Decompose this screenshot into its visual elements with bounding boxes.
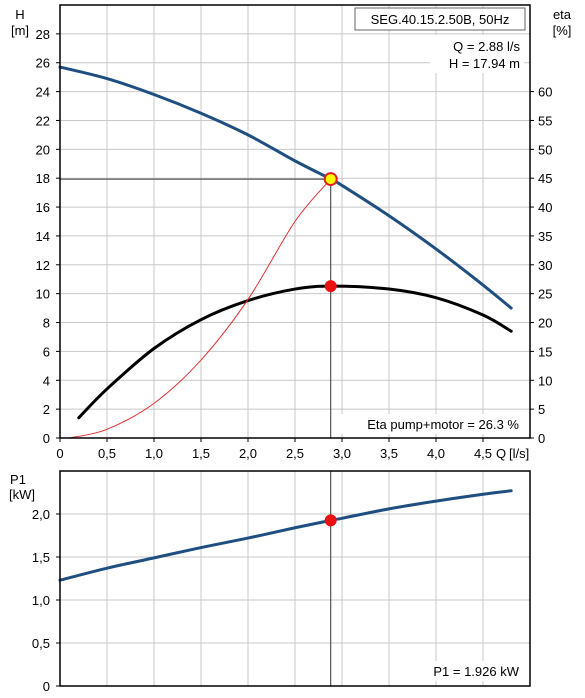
x-tick-label: 2,5 xyxy=(286,446,304,461)
eta-tick-label: 25 xyxy=(538,287,552,302)
p1-tick-label: 1,5 xyxy=(32,550,50,565)
tick-labels: 0 0,5 1,0 1,5 2,0 2,5 3,0 3,5 4,0 4,5024681012141… xyxy=(32,27,553,694)
eta-tick-label: 35 xyxy=(538,229,552,244)
x-tick-label: 0,5 xyxy=(98,446,116,461)
h-tick-label: 10 xyxy=(36,287,50,302)
eta-tick-label: 15 xyxy=(538,344,552,359)
p1-tick-label: 2,0 xyxy=(32,507,50,522)
eta-tick-label: 45 xyxy=(538,171,552,186)
h-tick-label: 8 xyxy=(43,316,50,331)
p1-tick-label: 0 xyxy=(43,679,50,694)
q-axis-unit: [l/s] xyxy=(509,446,529,461)
h-tick-label: 18 xyxy=(36,171,50,186)
h-tick-label: 28 xyxy=(36,27,50,42)
x-tick-label: 1,0 xyxy=(145,446,163,461)
h-tick-label: 14 xyxy=(36,229,50,244)
eta-axis-name: eta xyxy=(553,7,572,22)
x-tick-label: 2,0 xyxy=(239,446,257,461)
h-tick-label: 0 xyxy=(43,431,50,446)
h-tick-label: 6 xyxy=(43,344,50,359)
eta-tick-label: 55 xyxy=(538,113,552,128)
h-axis-name: H xyxy=(15,7,24,22)
eta-tick-label: 0 xyxy=(538,431,545,446)
p1-axis-unit: [kW] xyxy=(9,487,35,502)
h-tick-label: 22 xyxy=(36,113,50,128)
model-label: SEG.40.15.2.50B, 50Hz xyxy=(371,12,510,27)
eta-tick-label: 5 xyxy=(538,402,545,417)
eta-tick-label: 40 xyxy=(538,200,552,215)
x-tick-label: 4,5 xyxy=(474,446,492,461)
h-tick-label: 2 xyxy=(43,402,50,417)
duty-point-marker xyxy=(325,173,337,185)
h-tick-label: 4 xyxy=(43,373,50,388)
p1-tick-label: 0,5 xyxy=(32,636,50,651)
p1-tick-label: 1,0 xyxy=(32,593,50,608)
power-point-marker xyxy=(325,514,337,526)
h-tick-label: 12 xyxy=(36,258,50,273)
h-axis-unit: [m] xyxy=(11,23,29,38)
efficiency-label: Eta pump+motor = 26.3 % xyxy=(367,417,519,432)
grid-lines xyxy=(60,5,530,686)
data-series xyxy=(60,67,511,686)
head-curve xyxy=(60,67,511,308)
eta-axis-unit: [%] xyxy=(553,23,572,38)
p1-axis-name: P1 xyxy=(10,472,26,487)
eta-tick-label: 50 xyxy=(538,142,552,157)
eta-tick-label: 60 xyxy=(538,85,552,100)
power-curve xyxy=(60,491,511,580)
eta-tick-label: 10 xyxy=(538,373,552,388)
x-tick-label: 3,0 xyxy=(333,446,351,461)
x-tick-label: 0 xyxy=(56,446,63,461)
system-curve xyxy=(69,179,330,438)
power-label: P1 = 1.926 kW xyxy=(433,664,519,679)
h-tick-label: 16 xyxy=(36,200,50,215)
x-tick-label: 4,0 xyxy=(427,446,445,461)
q-axis-name: Q xyxy=(496,446,506,461)
x-tick-label: 1,5 xyxy=(192,446,210,461)
x-tick-label: 3,5 xyxy=(380,446,398,461)
efficiency-point-marker xyxy=(325,280,337,292)
h-tick-label: 26 xyxy=(36,56,50,71)
duty-flow-label: Q = 2.88 l/s xyxy=(453,39,520,54)
eta-tick-label: 30 xyxy=(538,258,552,273)
h-tick-label: 20 xyxy=(36,142,50,157)
h-tick-label: 24 xyxy=(36,85,50,100)
duty-head-label: H = 17.94 m xyxy=(449,56,520,71)
eta-tick-label: 20 xyxy=(538,316,552,331)
